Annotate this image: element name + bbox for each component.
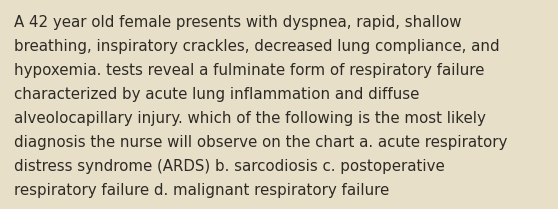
Text: respiratory failure d. malignant respiratory failure: respiratory failure d. malignant respira… <box>14 183 389 198</box>
Text: diagnosis the nurse will observe on the chart a. acute respiratory: diagnosis the nurse will observe on the … <box>14 135 507 150</box>
Text: alveolocapillary injury. which of the following is the most likely: alveolocapillary injury. which of the fo… <box>14 111 486 126</box>
Text: distress syndrome (ARDS) b. sarcodiosis c. postoperative: distress syndrome (ARDS) b. sarcodiosis … <box>14 159 445 174</box>
Text: A 42 year old female presents with dyspnea, rapid, shallow: A 42 year old female presents with dyspn… <box>14 15 461 30</box>
Text: breathing, inspiratory crackles, decreased lung compliance, and: breathing, inspiratory crackles, decreas… <box>14 39 499 54</box>
Text: characterized by acute lung inflammation and diffuse: characterized by acute lung inflammation… <box>14 87 419 102</box>
Text: hypoxemia. tests reveal a fulminate form of respiratory failure: hypoxemia. tests reveal a fulminate form… <box>14 63 484 78</box>
